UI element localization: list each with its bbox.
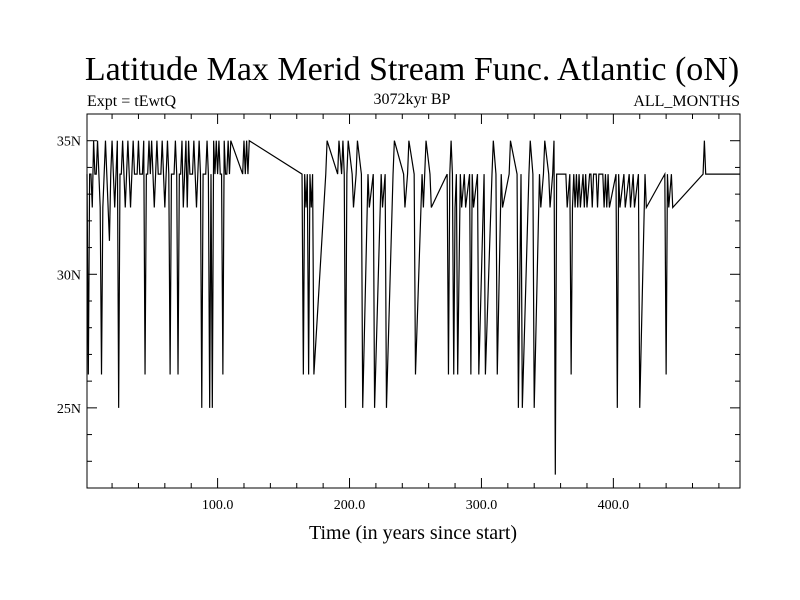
tick-marks xyxy=(87,113,740,489)
y-tick-label: 30N xyxy=(57,268,81,283)
period-label: 3072kyr BP xyxy=(374,91,451,108)
months-label: ALL_MONTHS xyxy=(633,93,740,110)
x-tick-label: 300.0 xyxy=(466,498,498,513)
x-tick-label: 200.0 xyxy=(334,498,366,513)
series-line xyxy=(86,139,740,475)
chart-title: Latitude Max Merid Stream Func. Atlantic… xyxy=(85,51,739,88)
experiment-label: Expt = tEwtQ xyxy=(87,93,176,110)
y-tick-label: 25N xyxy=(57,402,81,417)
tick-labels: 100.0 200.0 300.0 400.0 25N 30N 35N xyxy=(57,135,629,513)
plot-area: 100.0 200.0 300.0 400.0 25N 30N 35N xyxy=(57,113,741,513)
x-axis-title: Time (in years since start) xyxy=(309,522,517,544)
x-tick-label: 100.0 xyxy=(202,498,234,513)
x-tick-label: 400.0 xyxy=(598,498,630,513)
y-tick-label: 35N xyxy=(57,135,81,150)
